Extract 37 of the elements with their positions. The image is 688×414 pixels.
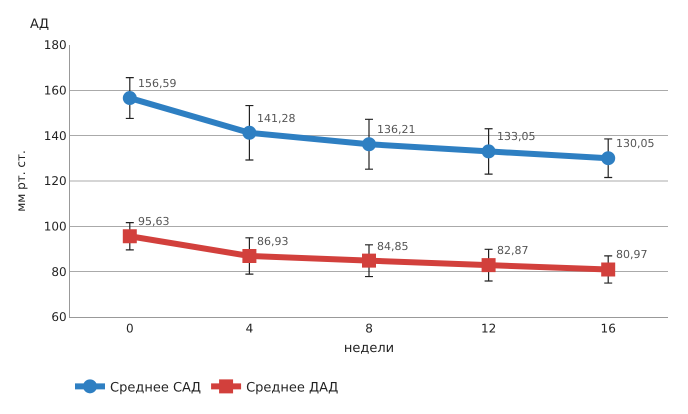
y-tick-label: 180 (44, 38, 67, 52)
y-tick-label: 80 (51, 264, 67, 279)
point (122, 91, 137, 106)
data-label: 80,97 (616, 248, 648, 261)
x-tick-label: 0 (126, 321, 134, 336)
point (122, 229, 137, 244)
point (482, 144, 496, 158)
point (482, 258, 496, 272)
data-label: 141,28 (257, 112, 296, 125)
data-label: 84,85 (377, 240, 408, 253)
data-label: 156,59 (138, 77, 176, 90)
point (362, 254, 376, 268)
data-label: 82,87 (497, 244, 528, 257)
x-tick-label: 12 (480, 321, 496, 336)
y-tick-label: 120 (44, 174, 67, 188)
y-tick-label: 140 (44, 128, 67, 143)
y-tick-label: 100 (44, 220, 67, 234)
data-label: 86,93 (257, 235, 288, 248)
text: АД (30, 17, 50, 32)
y-tick-label: 60 (51, 310, 67, 324)
x-tick-label: 4 (246, 321, 254, 336)
point (601, 151, 616, 166)
point (362, 137, 376, 152)
data-label: 136,21 (377, 123, 416, 136)
y-axis-title: мм рт. ст. (14, 150, 28, 212)
point (242, 248, 256, 263)
point (601, 262, 616, 276)
legend-label: Среднее САД (110, 380, 202, 396)
point (242, 126, 256, 140)
x-tick-label: 8 (365, 321, 373, 336)
data-label: 133,05 (497, 130, 536, 143)
data-label: 95,63 (138, 215, 170, 228)
x-axis-title: недели (344, 341, 394, 356)
y-tick-label: 160 (44, 84, 67, 98)
legend-label: Среднее ДАД (246, 380, 338, 396)
x-tick-label: 16 (600, 321, 616, 336)
data-label: 130,05 (616, 137, 654, 150)
